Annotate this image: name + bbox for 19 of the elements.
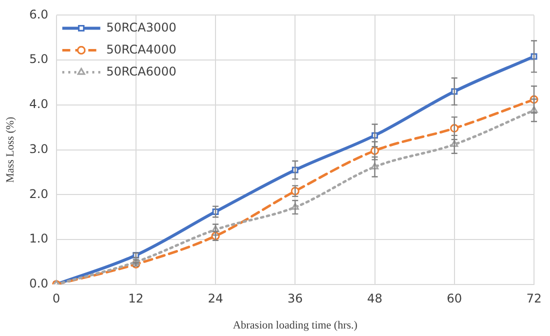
x-tick-label: 60 <box>446 292 462 306</box>
y-tick-label: 4.0 <box>29 97 48 112</box>
x-axis-title: Abrasion loading time (hrs.) <box>232 319 358 332</box>
y-tick-label: 1.0 <box>29 232 48 246</box>
legend-label: 50RCA4000 <box>106 42 176 56</box>
y-tick-label: 0.0 <box>29 276 48 291</box>
x-tick-label: 24 <box>208 292 224 306</box>
x-tick-label: 72 <box>526 292 542 306</box>
x-tick-label: 36 <box>288 292 303 306</box>
y-tick-label: 3.0 <box>29 142 48 156</box>
x-tick-label: 12 <box>128 292 144 306</box>
legend-label: 50RCA3000 <box>106 20 176 34</box>
y-axis-title: Mass Loss (%) <box>4 116 16 183</box>
legend-label: 50RCA6000 <box>106 64 176 78</box>
y-tick-label: 6.0 <box>29 7 48 22</box>
x-tick-label: 0 <box>52 292 60 306</box>
y-tick-label: 5.0 <box>29 52 48 66</box>
y-tick-label: 2.0 <box>29 186 48 201</box>
x-tick-label: 48 <box>367 292 382 306</box>
